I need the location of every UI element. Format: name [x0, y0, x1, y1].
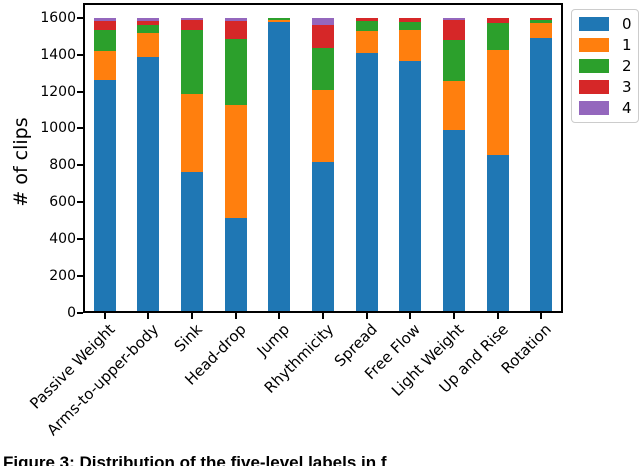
- x-tick-mark: [540, 313, 543, 319]
- bar-segment: [137, 33, 160, 57]
- bar-segment: [442, 81, 465, 131]
- bar-segment: [530, 22, 553, 39]
- x-tick-mark: [147, 313, 150, 319]
- bar-segment: [399, 61, 422, 313]
- legend-label: 4: [622, 98, 632, 117]
- legend: 0 1 2 3 4: [571, 9, 639, 123]
- bar-segment: [442, 40, 465, 82]
- bar-segment: [93, 17, 116, 22]
- bar-segment: [442, 19, 465, 41]
- y-tick-mark: [77, 53, 83, 56]
- y-tick-mark: [77, 90, 83, 93]
- y-tick-mark: [77, 127, 83, 130]
- x-tick-mark: [496, 313, 499, 319]
- bar-segment: [530, 38, 553, 313]
- legend-label: 2: [622, 56, 632, 75]
- legend-entry: 1: [579, 35, 632, 54]
- bar-segment: [312, 17, 334, 25]
- y-tick-mark: [77, 16, 83, 19]
- legend-label: 1: [622, 35, 632, 54]
- legend-entry: 3: [579, 77, 632, 96]
- bar-segment: [399, 30, 422, 62]
- bar-segment: [224, 105, 247, 218]
- bar-segment: [181, 29, 204, 95]
- bar-segment: [268, 21, 291, 313]
- bar-segment: [268, 20, 291, 22]
- legend-entry: 2: [579, 56, 632, 75]
- y-tick-label: 400: [49, 231, 76, 248]
- bar-segment: [224, 17, 247, 22]
- y-tick-label: 1000: [40, 120, 76, 137]
- bar-segment: [137, 17, 160, 22]
- x-tick-mark: [365, 313, 368, 319]
- bar-segment: [399, 22, 422, 31]
- y-tick-label: 0: [67, 305, 76, 321]
- y-tick-mark: [77, 312, 83, 314]
- y-tick-label: 1400: [40, 46, 76, 63]
- y-tick-mark: [77, 238, 83, 241]
- y-tick-label: 1200: [40, 83, 76, 100]
- legend-swatch: [579, 59, 609, 73]
- bar-segment: [530, 17, 553, 20]
- y-tick-label: 200: [49, 268, 76, 285]
- bar-segment: [530, 19, 553, 23]
- bar-segment: [181, 94, 204, 172]
- x-tick-mark: [452, 313, 455, 319]
- bar-segment: [355, 52, 378, 313]
- bar-segment: [181, 171, 204, 313]
- legend-swatch: [579, 101, 609, 115]
- y-tick-mark: [77, 275, 83, 278]
- y-tick-label: 1600: [40, 9, 76, 26]
- bar-segment: [93, 29, 116, 51]
- bar-segment: [355, 17, 378, 22]
- bar-segment: [355, 31, 378, 53]
- x-tick-mark: [191, 313, 194, 319]
- legend-entry: 0: [579, 14, 632, 33]
- bar-segment: [268, 17, 291, 21]
- bar-segment: [93, 21, 116, 30]
- bar-segment: [486, 154, 509, 313]
- x-tick-mark: [103, 313, 106, 319]
- bar-segment: [224, 21, 247, 39]
- figure-caption: Figure 3: Distribution of the five-level…: [3, 453, 387, 466]
- bar-segment: [442, 17, 465, 20]
- bar-segment: [442, 130, 465, 313]
- bar-segment: [137, 56, 160, 313]
- bar-segment: [312, 48, 334, 90]
- legend-label: 0: [622, 14, 632, 33]
- legend-swatch: [579, 80, 609, 94]
- legend-entry: 4: [579, 98, 632, 117]
- bar-segment: [137, 24, 160, 34]
- legend-swatch: [579, 17, 609, 31]
- x-tick-label: Sink: [170, 320, 207, 356]
- plot-area: [83, 3, 563, 313]
- bar-segment: [312, 24, 334, 49]
- bar-segment: [224, 39, 247, 106]
- y-tick-label: 600: [49, 194, 76, 211]
- bar-segment: [93, 79, 116, 313]
- bar-segment: [399, 17, 422, 23]
- bar-segment: [224, 217, 247, 313]
- y-tick-mark: [77, 201, 83, 204]
- bar-segment: [355, 21, 378, 32]
- bar-segment: [312, 161, 334, 313]
- bar-segment: [93, 50, 116, 80]
- y-tick-mark: [77, 164, 83, 167]
- bar-segment: [486, 49, 509, 155]
- bar-segment: [181, 20, 204, 30]
- bar-segment: [181, 17, 204, 20]
- legend-swatch: [579, 38, 609, 52]
- bar-segment: [486, 17, 509, 23]
- x-tick-mark: [409, 313, 412, 319]
- y-tick-label: 800: [49, 157, 76, 174]
- bar-segment: [137, 21, 160, 25]
- x-tick-mark: [322, 313, 324, 319]
- legend-label: 3: [622, 77, 632, 96]
- bar-segment: [486, 22, 509, 50]
- x-tick-label: Jump: [253, 320, 294, 360]
- x-tick-mark: [278, 313, 281, 319]
- x-tick-mark: [234, 313, 237, 319]
- bar-segment: [312, 89, 334, 162]
